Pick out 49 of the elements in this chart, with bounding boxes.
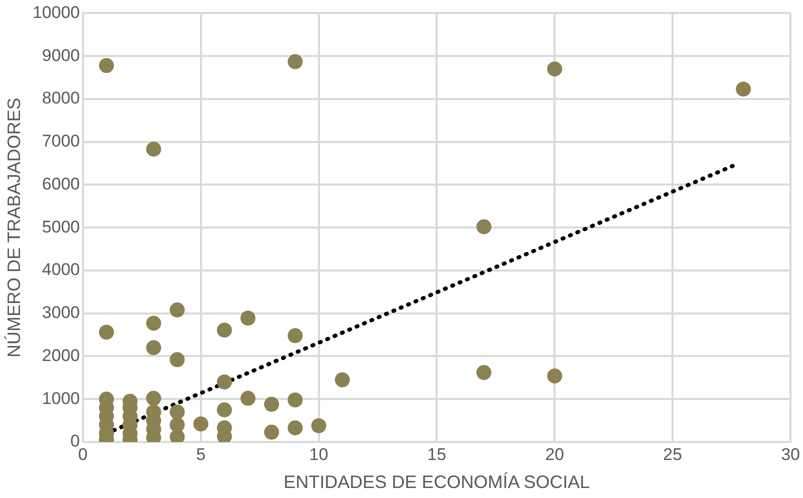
y-tick-label: 2000: [42, 346, 80, 365]
point: [98, 58, 114, 74]
point: [216, 322, 232, 338]
point: [170, 429, 185, 442]
point: [170, 302, 185, 318]
point: [288, 54, 303, 70]
point: [216, 374, 232, 390]
point: [170, 404, 185, 420]
point: [240, 310, 256, 326]
y-tick-label: 6000: [42, 174, 80, 194]
x-axis-title: ENTIDADES DE ECONOMÍA SOCIAL: [284, 472, 590, 492]
point: [264, 424, 280, 440]
y-tick-label: 1000: [42, 388, 80, 408]
point: [288, 420, 303, 436]
y-tick-label: 9000: [42, 46, 80, 65]
point: [170, 352, 185, 368]
point: [476, 219, 492, 234]
y-tick-label: 8000: [42, 88, 80, 108]
x-tick-label: 15: [427, 444, 446, 464]
point: [334, 372, 350, 388]
y-tick-label: 5000: [42, 217, 80, 236]
point: [146, 142, 162, 157]
point: [98, 324, 114, 340]
point: [311, 418, 326, 434]
y-tick-label: 10000: [32, 2, 80, 22]
y-tick-label: 3000: [42, 303, 80, 322]
point: [476, 365, 492, 380]
y-tick-label: 7000: [42, 132, 80, 151]
point: [547, 61, 562, 76]
y-tick-label: 4000: [42, 260, 80, 280]
point: [288, 392, 303, 408]
y-tick-label: 0: [70, 432, 80, 451]
point: [736, 82, 751, 97]
point: [146, 340, 162, 356]
point: [264, 396, 280, 412]
x-tick-label: 5: [196, 444, 206, 464]
point: [288, 328, 303, 344]
point: [170, 417, 185, 432]
point: [240, 390, 256, 406]
point: [216, 402, 232, 418]
y-axis-title: NÚMERO DE TRABAJADORES: [4, 98, 24, 358]
point: [146, 390, 162, 406]
point: [547, 368, 562, 384]
x-tick-label: 30: [781, 444, 800, 464]
point: [146, 316, 162, 331]
x-tick-label: 20: [545, 444, 564, 464]
x-tick-label: 25: [663, 444, 682, 464]
x-tick-label: 10: [309, 444, 328, 464]
point: [193, 416, 208, 432]
